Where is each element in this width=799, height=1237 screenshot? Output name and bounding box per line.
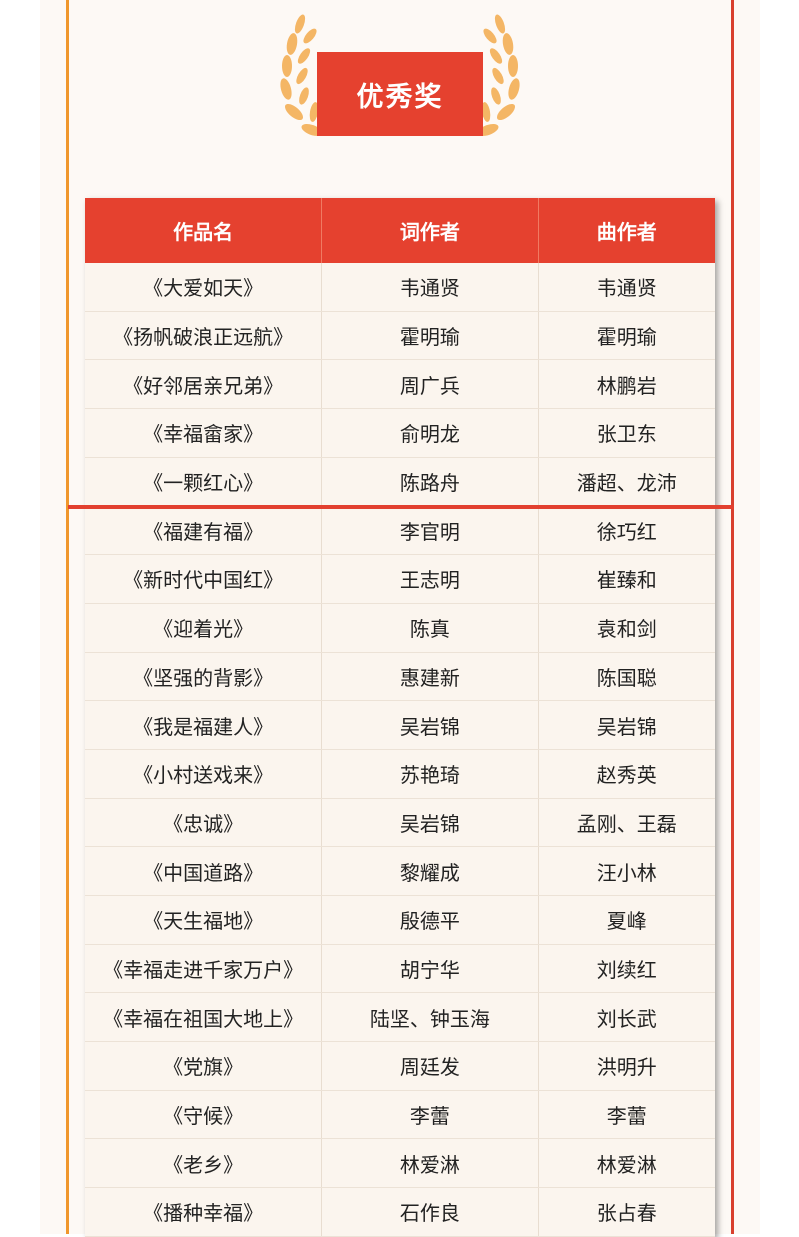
composer-cell: 韦通贤 <box>596 276 657 301</box>
lyricist-cell: 李蕾 <box>322 1090 539 1139</box>
table-row: 《守候》 李蕾 李蕾 <box>85 1090 715 1140</box>
lyricist-cell: 李官明 <box>322 506 539 555</box>
composer-cell: 夏峰 <box>606 909 647 934</box>
composer-cell: 刘长武 <box>596 1006 657 1031</box>
composer-cell: 张卫东 <box>596 422 657 447</box>
work-title-cell: 《党旗》 <box>85 1042 323 1090</box>
lyricist-cell: 林爱淋 <box>322 1139 539 1188</box>
table-row: 《小村送戏来》 苏艳琦 赵秀英 <box>85 749 715 799</box>
award-title-banner: 优秀奖 <box>317 52 483 136</box>
lyricist-cell: 陈路舟 <box>322 457 539 506</box>
lyricist-cell: 韦通贤 <box>322 263 539 311</box>
lyricist-cell: 陈真 <box>322 603 539 652</box>
lyricist-cell: 胡宁华 <box>322 944 539 993</box>
table-row: 《幸福在祖国大地上》 陆坚、钟玉海 刘长武 <box>85 993 715 1042</box>
lyricist-cell: 苏艳琦 <box>322 749 539 798</box>
work-title-cell: 《坚强的背影》 <box>85 652 323 701</box>
composer-cell: 赵秀英 <box>596 763 657 788</box>
red-divider-line <box>68 505 734 509</box>
composer-cell: 徐巧红 <box>596 519 657 544</box>
work-title-cell: 《播种幸福》 <box>85 1188 323 1236</box>
left-border-line <box>66 0 69 1234</box>
lyricist-cell: 惠建新 <box>322 652 539 701</box>
table-row: 《大爱如天》 韦通贤 韦通贤 <box>85 263 715 312</box>
right-border-line <box>731 0 734 1234</box>
lyricist-cell: 殷德平 <box>322 895 539 944</box>
lyricist-cell: 吴岩锦 <box>322 798 539 847</box>
composer-cell: 刘续红 <box>596 957 657 982</box>
composer-cell: 潘超、龙沛 <box>576 471 677 496</box>
composer-cell: 吴岩锦 <box>596 714 657 739</box>
composer-cell: 林鹏岩 <box>596 373 657 398</box>
work-title-cell: 《老乡》 <box>85 1139 323 1188</box>
work-title-cell: 《幸福走进千家万户》 <box>85 944 323 993</box>
work-title-cell: 《迎着光》 <box>85 603 323 652</box>
table-row: 《迎着光》 陈真 袁和剑 <box>85 603 715 653</box>
table-row: 《中国道路》 黎耀成 汪小林 <box>85 847 715 896</box>
composer-cell: 张占春 <box>596 1201 657 1226</box>
table-row: 《福建有福》 李官明 徐巧红 <box>85 506 715 556</box>
work-title-cell: 《忠诚》 <box>85 798 323 847</box>
composer-cell: 李蕾 <box>606 1104 647 1129</box>
lyricist-cell: 霍明瑜 <box>322 311 539 360</box>
work-title-cell: 《扬帆破浪正远航》 <box>85 311 323 360</box>
table-row: 《播种幸福》 石作良 张占春 <box>85 1188 715 1237</box>
table-row: 《天生福地》 殷德平 夏峰 <box>85 895 715 945</box>
lyricist-cell: 陆坚、钟玉海 <box>322 993 539 1041</box>
composer-cell: 汪小林 <box>596 860 657 885</box>
work-title-cell: 《小村送戏来》 <box>85 749 323 798</box>
table-row: 《幸福走进千家万户》 胡宁华 刘续红 <box>85 944 715 994</box>
table-row: 《一颗红心》 陈路舟 潘超、龙沛 <box>85 457 715 507</box>
table-row: 《新时代中国红》 王志明 崔臻和 <box>85 555 715 604</box>
award-table: 作品名 词作者 曲作者 《大爱如天》 韦通贤 韦通贤 《扬帆破浪正远航》 霍明瑜 霍明瑜《… <box>85 198 715 1237</box>
work-title-cell: 《幸福畲家》 <box>85 409 323 457</box>
table-row: 《扬帆破浪正远航》 霍明瑜 霍明瑜 <box>85 311 715 361</box>
work-title-cell: 《中国道路》 <box>85 847 323 895</box>
lyricist-cell: 周廷发 <box>322 1042 539 1090</box>
table-row: 《我是福建人》 吴岩锦 吴岩锦 <box>85 701 715 750</box>
composer-cell: 霍明瑜 <box>596 325 657 350</box>
table-row: 《老乡》 林爱淋 林爱淋 <box>85 1139 715 1189</box>
lyricist-cell: 吴岩锦 <box>322 701 539 749</box>
lyricist-cell: 石作良 <box>322 1188 539 1236</box>
work-title-cell: 《守候》 <box>85 1090 323 1139</box>
table-row: 《坚强的背影》 惠建新 陈国聪 <box>85 652 715 702</box>
lyricist-cell: 周广兵 <box>322 360 539 409</box>
composer-cell: 洪明升 <box>596 1055 657 1080</box>
lyricist-cell: 黎耀成 <box>322 847 539 895</box>
lyricist-cell: 俞明龙 <box>322 409 539 457</box>
table-row: 《幸福畲家》 俞明龙 张卫东 <box>85 409 715 458</box>
work-title-cell: 《天生福地》 <box>85 895 323 944</box>
header-composer: 曲作者 <box>596 220 657 244</box>
work-title-cell: 《幸福在祖国大地上》 <box>85 993 323 1041</box>
composer-cell: 陈国聪 <box>596 665 657 690</box>
work-title-cell: 《好邻居亲兄弟》 <box>85 360 323 409</box>
composer-cell: 袁和剑 <box>596 617 657 642</box>
table-row: 《好邻居亲兄弟》 周广兵 林鹏岩 <box>85 360 715 410</box>
composer-cell: 林爱淋 <box>596 1152 657 1177</box>
composer-cell: 孟刚、王磊 <box>576 811 677 836</box>
work-title-cell: 《新时代中国红》 <box>85 555 323 603</box>
composer-cell: 崔臻和 <box>596 568 657 593</box>
work-title-cell: 《一颗红心》 <box>85 457 323 506</box>
work-title-cell: 《福建有福》 <box>85 506 323 555</box>
lyricist-cell: 王志明 <box>322 555 539 603</box>
table-row: 《党旗》 周廷发 洪明升 <box>85 1042 715 1091</box>
table-row: 《忠诚》 吴岩锦 孟刚、王磊 <box>85 798 715 848</box>
laurel-right-icon <box>465 14 520 137</box>
work-title-cell: 《大爱如天》 <box>85 263 323 311</box>
table-header-row: 作品名 词作者 曲作者 <box>85 198 715 263</box>
header-work-title: 作品名 <box>85 198 323 263</box>
header-lyricist: 词作者 <box>322 198 539 263</box>
work-title-cell: 《我是福建人》 <box>85 701 323 749</box>
